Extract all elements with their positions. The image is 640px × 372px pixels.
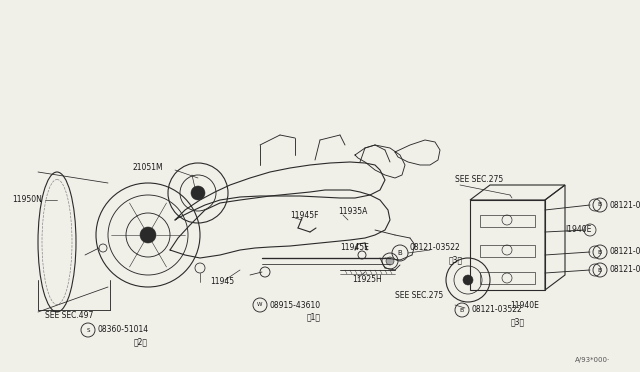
- Circle shape: [140, 227, 156, 243]
- Circle shape: [463, 275, 473, 285]
- Text: 11945: 11945: [210, 278, 234, 286]
- Text: （3）: （3）: [511, 317, 525, 327]
- Circle shape: [191, 186, 205, 200]
- Text: （3）: （3）: [449, 256, 463, 264]
- Text: 08121-03522: 08121-03522: [410, 244, 461, 253]
- Text: SEE SEC.275: SEE SEC.275: [395, 291, 444, 299]
- Text: 08121-03522: 08121-03522: [472, 305, 523, 314]
- Text: 11940E: 11940E: [510, 301, 539, 310]
- Text: 21051M: 21051M: [132, 164, 163, 173]
- Text: 11935A: 11935A: [338, 208, 367, 217]
- Text: 08121-04522: 08121-04522: [610, 201, 640, 209]
- Text: B: B: [598, 202, 602, 208]
- Text: I1940E: I1940E: [565, 225, 591, 234]
- Text: B: B: [397, 250, 403, 256]
- Text: B: B: [598, 267, 602, 273]
- Text: 08121-03510: 08121-03510: [610, 266, 640, 275]
- Text: S: S: [86, 327, 90, 333]
- Text: SEE SEC.497: SEE SEC.497: [45, 311, 93, 320]
- Text: W: W: [257, 302, 263, 308]
- Text: 08121-0601A: 08121-0601A: [610, 247, 640, 257]
- Text: A/93*000·: A/93*000·: [575, 357, 610, 363]
- Circle shape: [386, 257, 394, 265]
- Text: （1）: （1）: [307, 312, 320, 321]
- Text: B: B: [460, 308, 464, 312]
- Text: B: B: [598, 250, 602, 254]
- Text: 11945E: 11945E: [340, 244, 369, 253]
- Text: 08915-43610: 08915-43610: [270, 301, 321, 310]
- Text: SEE SEC.275: SEE SEC.275: [455, 176, 503, 185]
- Text: 11950N: 11950N: [12, 196, 42, 205]
- Text: （2）: （2）: [133, 337, 147, 346]
- Text: 08360-51014: 08360-51014: [97, 326, 148, 334]
- Text: 11945F: 11945F: [290, 211, 319, 219]
- Text: 11925H: 11925H: [352, 276, 381, 285]
